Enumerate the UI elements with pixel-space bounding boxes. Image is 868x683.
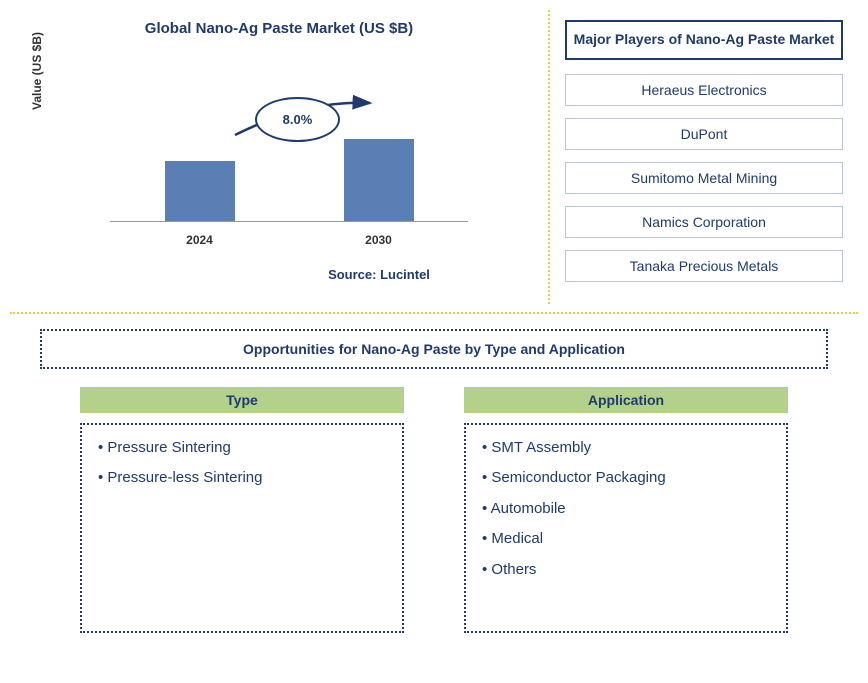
type-list-box: • Pressure Sintering • Pressure-less Sin…	[80, 423, 404, 633]
player-item: Sumitomo Metal Mining	[565, 162, 843, 194]
application-header: Application	[464, 387, 788, 413]
item-text: Others	[491, 561, 536, 578]
opportunities-title: Opportunities for Nano-Ag Paste by Type …	[40, 329, 828, 369]
list-item: • Pressure-less Sintering	[98, 467, 386, 490]
y-axis-label: Value (US $B)	[30, 32, 44, 110]
players-panel: Major Players of Nano-Ag Paste Market He…	[550, 10, 858, 304]
x-label: 2030	[365, 233, 392, 247]
chart-title: Global Nano-Ag Paste Market (US $B)	[20, 20, 538, 37]
item-text: SMT Assembly	[491, 439, 591, 456]
opportunities-columns: Type • Pressure Sintering • Pressure-les…	[40, 387, 828, 633]
infographic-container: Global Nano-Ag Paste Market (US $B) Valu…	[10, 10, 858, 648]
player-item: Tanaka Precious Metals	[565, 250, 843, 282]
player-item: Heraeus Electronics	[565, 74, 843, 106]
item-text: Pressure-less Sintering	[107, 469, 262, 486]
list-item: • Automobile	[482, 498, 770, 521]
item-text: Medical	[491, 530, 543, 547]
top-section: Global Nano-Ag Paste Market (US $B) Valu…	[10, 10, 858, 314]
bar-2030	[344, 139, 414, 221]
type-header: Type	[80, 387, 404, 413]
list-item: • SMT Assembly	[482, 437, 770, 460]
chart-panel: Global Nano-Ag Paste Market (US $B) Valu…	[10, 10, 550, 304]
application-column: Application • SMT Assembly • Semiconduct…	[464, 387, 788, 633]
player-item: Namics Corporation	[565, 206, 843, 238]
source-label: Source: Lucintel	[220, 267, 538, 282]
x-axis-labels: 2024 2030	[110, 233, 468, 247]
player-item: DuPont	[565, 118, 843, 150]
x-label: 2024	[186, 233, 213, 247]
item-text: Pressure Sintering	[107, 439, 230, 456]
list-item: • Pressure Sintering	[98, 437, 386, 460]
chart-area: 8.0% 2024 2030	[80, 67, 498, 247]
growth-rate-bubble: 8.0%	[255, 97, 340, 142]
bar-2024	[165, 161, 235, 221]
list-item: • Semiconductor Packaging	[482, 467, 770, 490]
type-column: Type • Pressure Sintering • Pressure-les…	[80, 387, 404, 633]
players-title: Major Players of Nano-Ag Paste Market	[565, 20, 843, 60]
item-text: Semiconductor Packaging	[491, 469, 665, 486]
item-text: Automobile	[491, 500, 566, 517]
application-list-box: • SMT Assembly • Semiconductor Packaging…	[464, 423, 788, 633]
list-item: • Others	[482, 559, 770, 582]
opportunities-section: Opportunities for Nano-Ag Paste by Type …	[10, 314, 858, 648]
list-item: • Medical	[482, 528, 770, 551]
